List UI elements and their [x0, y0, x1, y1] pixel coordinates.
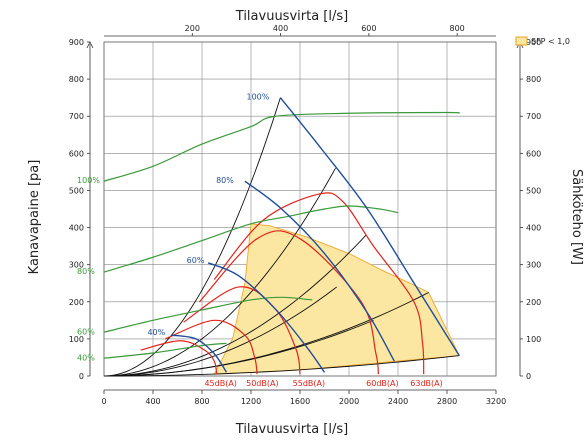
x-tick-label: 3200 — [486, 397, 506, 406]
power-label: 60% — [77, 327, 95, 336]
top-tick-label: 600 — [361, 24, 376, 33]
top-tick-label: 200 — [185, 24, 200, 33]
top-tick-label: 800 — [450, 24, 465, 33]
x-tick-label: 1200 — [241, 397, 261, 406]
y-tick-label: 500 — [69, 186, 84, 195]
top-axis-title: Tilavuusvirta [l/s] — [235, 9, 348, 24]
x-tick-label: 2800 — [437, 397, 457, 406]
y-tick-label: 0 — [79, 372, 84, 381]
power-label: 40% — [77, 353, 95, 362]
legend: SFP < 1,0 — [516, 37, 570, 46]
y-right-tick-label: 600 — [526, 149, 541, 158]
y-right-tick-label: 300 — [526, 261, 541, 270]
sound-label: 60dB(A) — [366, 379, 398, 388]
sfp-area — [214, 224, 459, 374]
y-right-tick-label: 0 — [526, 372, 531, 381]
x-tick-label: 800 — [194, 397, 209, 406]
y-right-tick-label: 500 — [526, 186, 541, 195]
sound-label: 55dB(A) — [293, 379, 325, 388]
power-label: 100% — [77, 176, 100, 185]
y-tick-label: 400 — [69, 224, 84, 233]
x-tick-label: 1600 — [290, 397, 310, 406]
fan-speed-label: 80% — [216, 176, 234, 185]
sound-label: 63dB(A) — [410, 379, 442, 388]
y-right-tick-label: 200 — [526, 298, 541, 307]
sound-label: 50dB(A) — [246, 379, 278, 388]
x-tick-label: 400 — [145, 397, 160, 406]
y-tick-label: 600 — [69, 149, 84, 158]
x-tick-label: 0 — [101, 397, 106, 406]
y-tick-label: 700 — [69, 112, 84, 121]
y-tick-label: 200 — [69, 298, 84, 307]
x-tick-label: 2000 — [339, 397, 359, 406]
power-curve — [104, 113, 459, 182]
legend-swatch — [516, 37, 527, 45]
y-tick-label: 900 — [69, 38, 84, 47]
fan-speed-label: 100% — [247, 93, 270, 102]
sound-label: 45dB(A) — [204, 379, 236, 388]
fan-speed-label: 40% — [147, 328, 165, 337]
legend-label: SFP < 1,0 — [531, 37, 570, 46]
fan-speed-label: 60% — [187, 256, 205, 265]
top-tick-label: 400 — [273, 24, 288, 33]
y-tick-label: 800 — [69, 75, 84, 84]
x-tick-label: 2400 — [388, 397, 408, 406]
sfp-region — [214, 224, 459, 374]
power-label: 80% — [77, 267, 95, 276]
y-right-tick-label: 400 — [526, 224, 541, 233]
y-right-tick-label: 100 — [526, 335, 541, 344]
y-right-tick-label: 700 — [526, 112, 541, 121]
bottom-axis-title: Tilavuusvirta [l/s] — [235, 422, 348, 437]
right-axis-title: Sähköteho [W] — [569, 169, 584, 265]
power-curve — [104, 343, 227, 358]
y-right-tick-label: 800 — [526, 75, 541, 84]
left-axis-title: Kanavapaine [pa] — [27, 160, 42, 275]
